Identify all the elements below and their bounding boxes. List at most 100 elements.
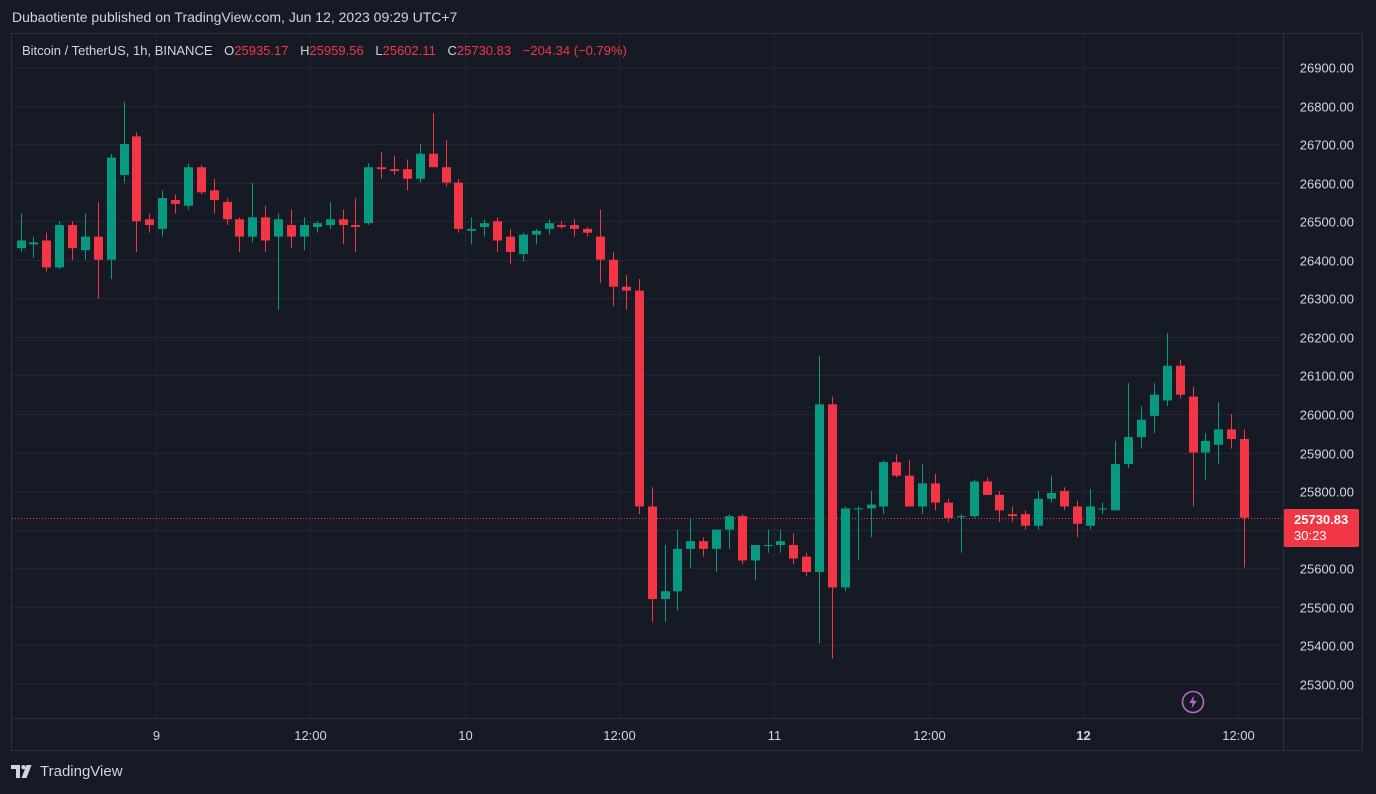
candle[interactable] (918, 464, 927, 515)
candle[interactable] (313, 221, 322, 233)
candle[interactable] (931, 473, 940, 511)
candle[interactable] (622, 275, 631, 310)
candle[interactable] (145, 213, 154, 233)
candle[interactable] (1086, 489, 1095, 530)
candle[interactable] (1111, 440, 1120, 511)
candle[interactable] (1214, 402, 1223, 465)
candle[interactable] (751, 545, 760, 580)
candle[interactable] (223, 198, 232, 226)
candle[interactable] (300, 217, 309, 251)
candle[interactable] (648, 487, 657, 623)
candle[interactable] (1008, 506, 1017, 522)
candle[interactable] (673, 529, 682, 611)
candle[interactable] (351, 198, 360, 253)
candle[interactable] (132, 132, 141, 253)
candle[interactable] (454, 178, 463, 233)
candle[interactable] (81, 213, 90, 260)
candle[interactable] (1124, 383, 1133, 468)
candle[interactable] (609, 252, 618, 307)
candle[interactable] (184, 163, 193, 210)
candle[interactable] (1176, 359, 1185, 399)
candle[interactable] (738, 514, 747, 565)
candle[interactable] (467, 217, 476, 245)
candle[interactable] (995, 491, 1004, 522)
lightning-alert-icon[interactable] (1181, 690, 1205, 714)
candle[interactable] (29, 236, 38, 258)
candle[interactable] (583, 226, 592, 237)
candle[interactable] (712, 529, 721, 573)
candle[interactable] (1150, 383, 1159, 434)
candle[interactable] (867, 491, 876, 538)
candle[interactable] (879, 460, 888, 515)
tradingview-logo[interactable]: TradingView (11, 763, 123, 780)
candle[interactable] (854, 506, 863, 561)
candle[interactable] (210, 178, 219, 214)
candle[interactable] (1227, 413, 1236, 449)
candle[interactable] (171, 194, 180, 214)
candle[interactable] (107, 153, 116, 280)
candle[interactable] (802, 552, 811, 576)
candle[interactable] (532, 228, 541, 245)
candle[interactable] (983, 477, 992, 495)
candle[interactable] (1163, 332, 1172, 407)
candle[interactable] (841, 506, 850, 592)
candle[interactable] (403, 159, 412, 191)
candle[interactable] (416, 144, 425, 183)
candle[interactable] (1137, 406, 1146, 449)
candle[interactable] (17, 213, 26, 253)
candle[interactable] (55, 221, 64, 270)
candle[interactable] (570, 219, 579, 237)
candle[interactable] (635, 279, 644, 515)
candle[interactable] (42, 232, 51, 272)
candle[interactable] (364, 163, 373, 226)
candle[interactable] (326, 201, 335, 229)
candle[interactable] (506, 228, 515, 264)
candle[interactable] (261, 205, 270, 253)
candle[interactable] (892, 454, 901, 478)
candle[interactable] (1240, 429, 1249, 568)
candle[interactable] (68, 221, 77, 260)
candle[interactable] (377, 151, 386, 179)
candle[interactable] (480, 219, 489, 237)
chart-frame[interactable] (11, 33, 1363, 751)
symbol-legend[interactable]: Bitcoin / TetherUS, 1h, BINANCE O25935.1… (22, 43, 627, 58)
candle[interactable] (557, 221, 566, 229)
candle[interactable] (686, 518, 695, 569)
candle[interactable] (248, 182, 257, 243)
candle[interactable] (493, 217, 502, 253)
candle[interactable] (815, 356, 824, 644)
candle[interactable] (1098, 502, 1107, 515)
candle[interactable] (828, 396, 837, 659)
candle[interactable] (274, 213, 283, 310)
candle[interactable] (1189, 386, 1198, 507)
candle[interactable] (699, 537, 708, 557)
candle[interactable] (970, 479, 979, 519)
candle[interactable] (1073, 500, 1082, 538)
candle[interactable] (596, 209, 605, 283)
candle[interactable] (339, 209, 348, 245)
candle[interactable] (905, 460, 914, 507)
candle[interactable] (429, 113, 438, 168)
candle[interactable] (120, 101, 129, 183)
candle[interactable] (1201, 433, 1210, 480)
candle[interactable] (390, 155, 399, 175)
candle[interactable] (545, 219, 554, 235)
candle[interactable] (197, 165, 206, 195)
candle[interactable] (519, 232, 528, 262)
candle[interactable] (789, 533, 798, 565)
candle[interactable] (235, 217, 244, 253)
candle[interactable] (944, 498, 953, 522)
candle[interactable] (957, 514, 966, 553)
candle[interactable] (1034, 491, 1043, 530)
candle[interactable] (776, 529, 785, 553)
candle[interactable] (661, 545, 670, 623)
candle[interactable] (442, 140, 451, 187)
candle[interactable] (287, 209, 296, 249)
candle[interactable] (158, 190, 167, 237)
candle[interactable] (725, 514, 734, 549)
candle[interactable] (1060, 487, 1069, 511)
candle[interactable] (1047, 475, 1056, 503)
candle[interactable] (764, 529, 773, 553)
candle[interactable] (1021, 510, 1030, 530)
